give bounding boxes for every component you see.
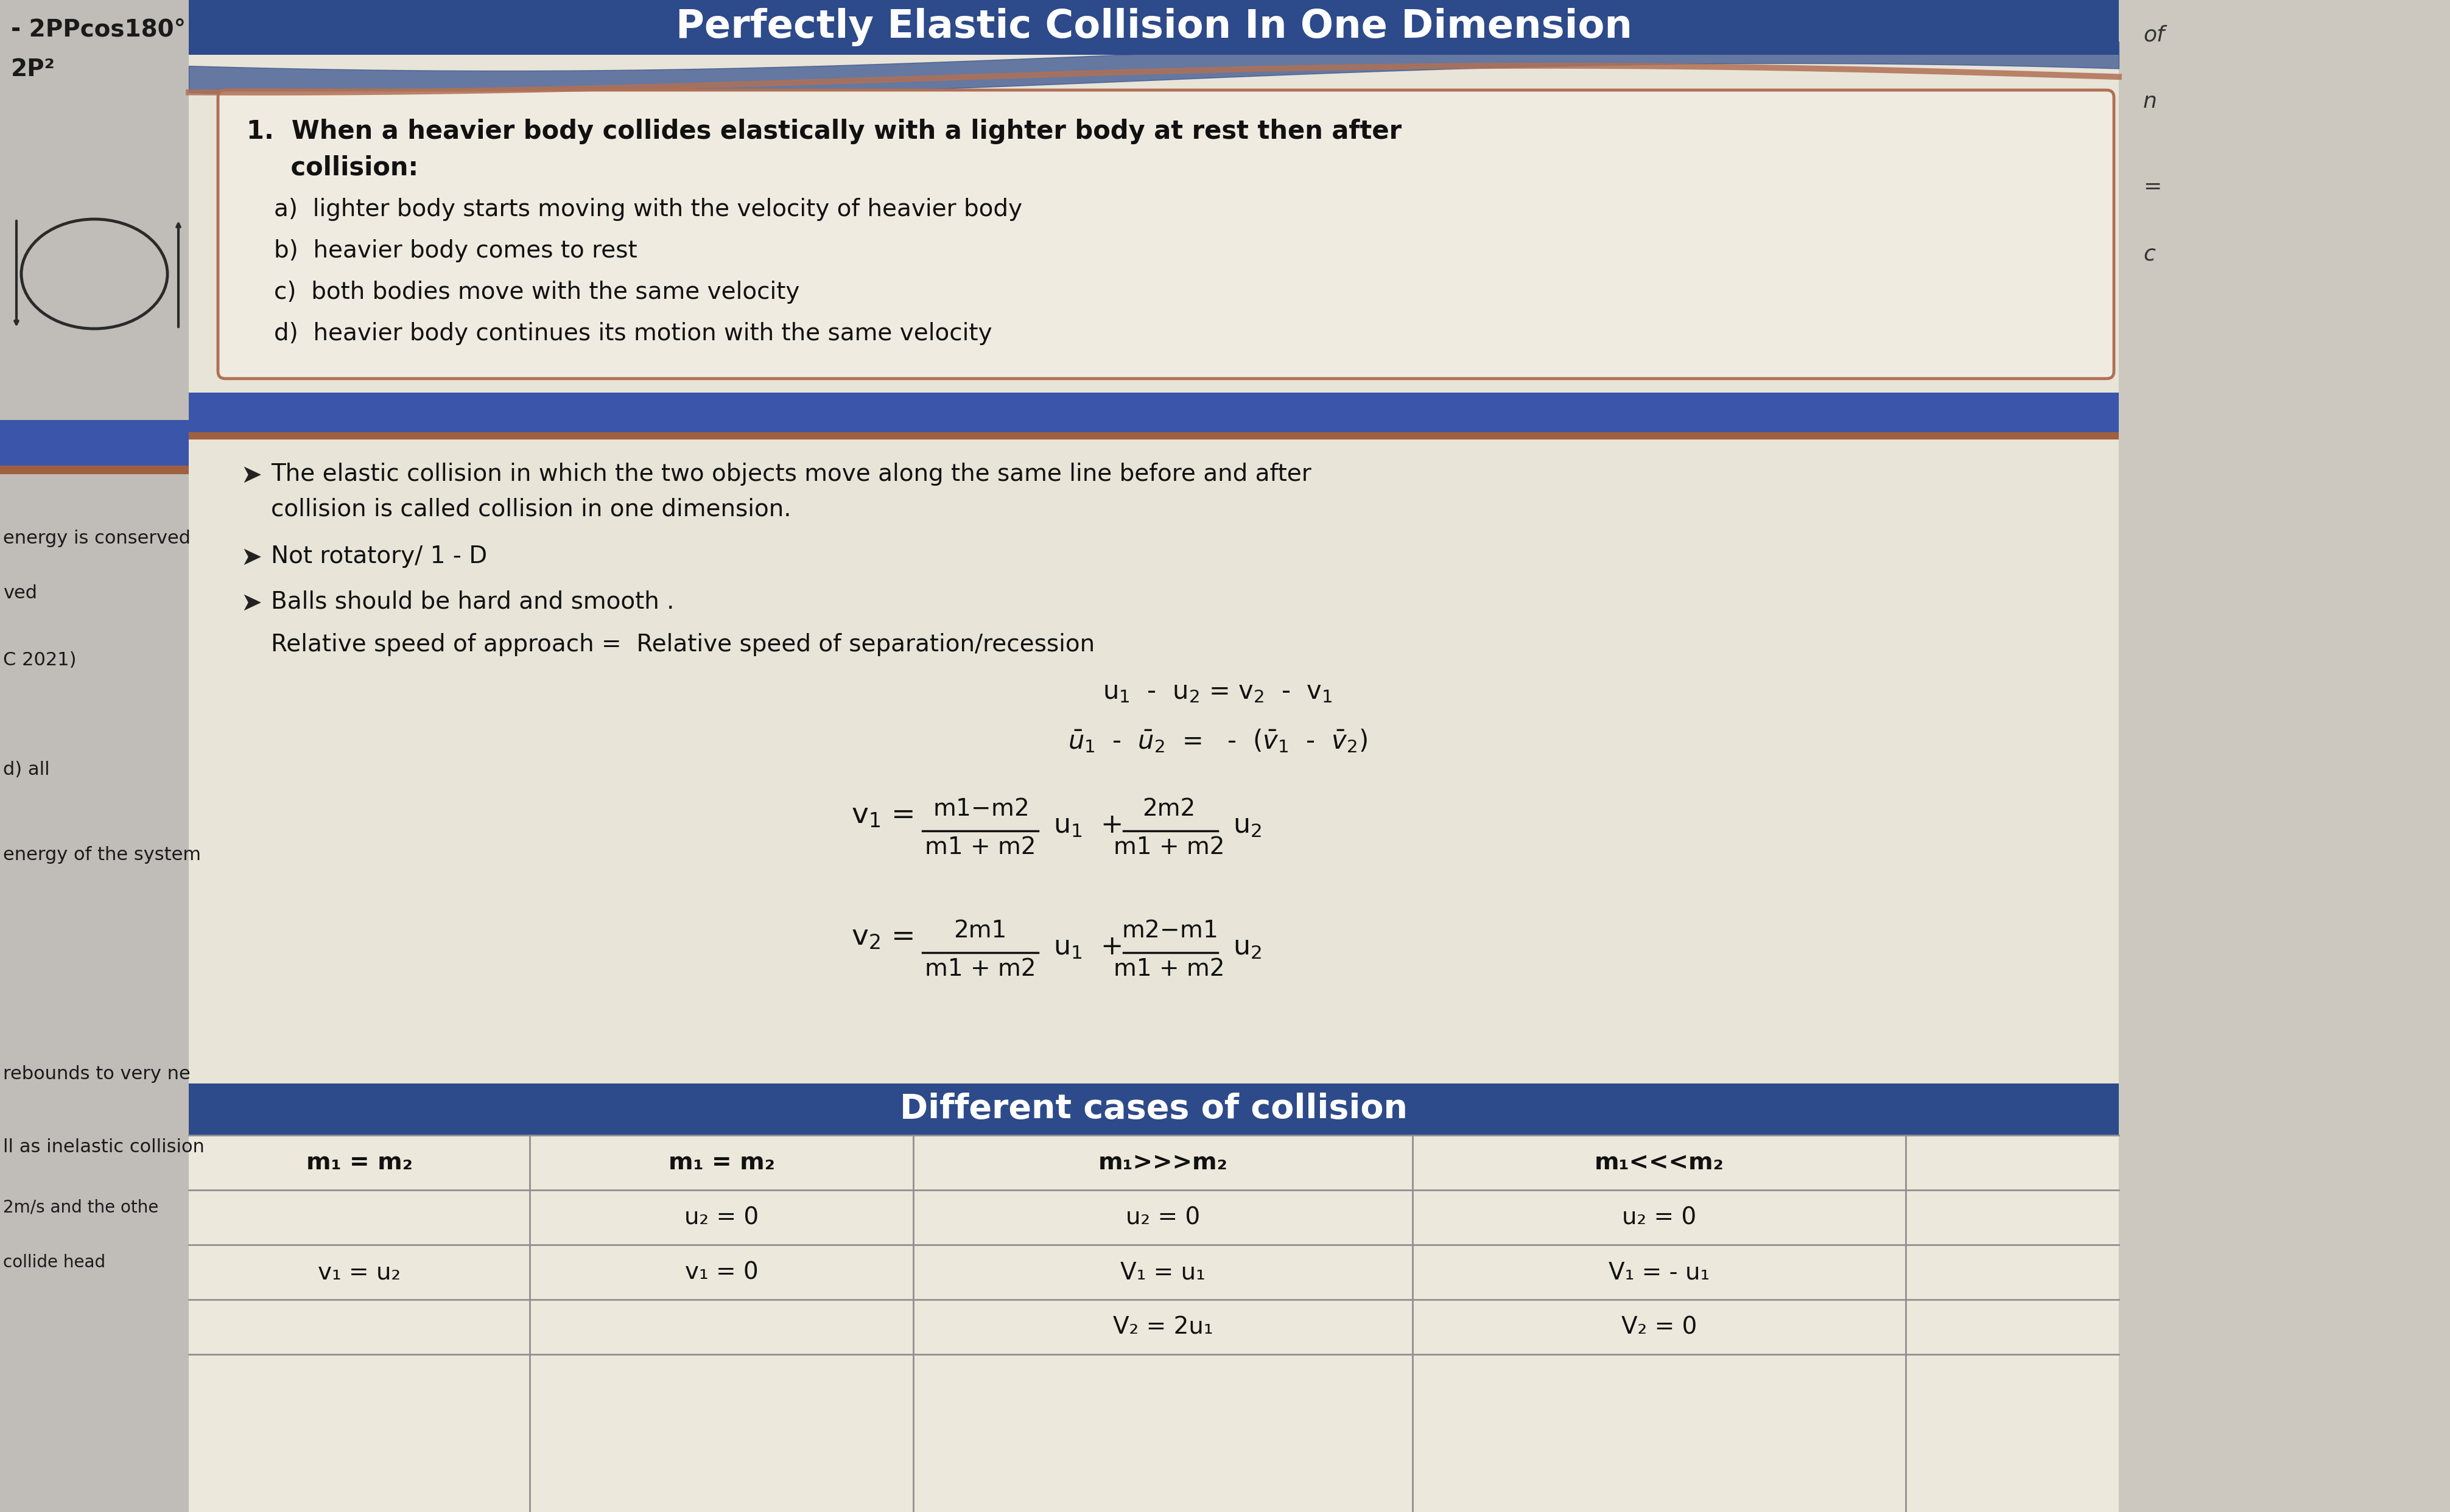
Text: $\bar{u}_1$  -  $\bar{u}_2$  =   -  ($\bar{v}_1$  -  $\bar{v}_2$): $\bar{u}_1$ - $\bar{u}_2$ = - ($\bar{v}_… [1068,727,1367,754]
Text: u$_2$: u$_2$ [1232,934,1262,960]
Text: 1.  When a heavier body collides elastically with a lighter body at rest then af: 1. When a heavier body collides elastica… [247,119,1401,144]
Text: 2m1: 2m1 [953,919,1007,942]
Text: collision:: collision: [247,156,419,181]
Text: ➤: ➤ [240,544,262,570]
Text: 2P²: 2P² [10,57,56,82]
Text: m₁ = m₂: m₁ = m₂ [669,1151,774,1175]
Bar [189,432,2119,440]
Text: v₁ = u₂: v₁ = u₂ [318,1261,402,1284]
Text: - 2PPcos180°: - 2PPcos180° [10,18,186,41]
Bar [189,0,2119,54]
Text: Relative speed of approach =  Relative speed of separation/recession: Relative speed of approach = Relative sp… [272,634,1095,656]
Text: 2m/s and the othe: 2m/s and the othe [2,1199,159,1216]
Text: c: c [2144,243,2156,265]
Text: V₂ = 2u₁: V₂ = 2u₁ [1112,1315,1213,1338]
Text: of: of [2144,24,2163,45]
Text: Not rotatory/ 1 - D: Not rotatory/ 1 - D [272,544,488,569]
Text: energy is conserved: energy is conserved [2,529,191,547]
Text: ll as inelastic collision: ll as inelastic collision [2,1139,203,1155]
Text: ved: ved [2,584,37,602]
Text: u₂ = 0: u₂ = 0 [1622,1207,1695,1229]
Text: d) all: d) all [2,761,49,779]
Text: v₁ = 0: v₁ = 0 [684,1261,757,1284]
Text: c)  both bodies move with the same velocity: c) both bodies move with the same veloci… [274,281,799,304]
Text: Balls should be hard and smooth .: Balls should be hard and smooth . [272,590,674,614]
Text: V₁ = - u₁: V₁ = - u₁ [1610,1261,1710,1284]
Text: m₁>>>m₂: m₁>>>m₂ [1098,1151,1227,1175]
Text: u$_1$  -  u$_2$ = v$_2$  -  v$_1$: u$_1$ - u$_2$ = v$_2$ - v$_1$ [1102,679,1333,705]
Text: m1 + m2: m1 + m2 [1112,957,1225,981]
Text: u$_2$: u$_2$ [1232,812,1262,839]
Text: m₁<<<m₂: m₁<<<m₂ [1595,1151,1725,1175]
Text: =: = [2144,177,2161,197]
Text: n: n [2144,91,2156,112]
Bar [0,420,189,466]
Text: V₁ = u₁: V₁ = u₁ [1120,1261,1205,1284]
Text: d)  heavier body continues its motion with the same velocity: d) heavier body continues its motion wit… [274,322,992,345]
Text: u₂ = 0: u₂ = 0 [684,1207,760,1229]
Text: m1 + m2: m1 + m2 [924,957,1036,981]
Bar [2119,0,2450,1512]
Bar [189,1084,2119,1136]
Text: m1 + m2: m1 + m2 [924,836,1036,859]
Text: The elastic collision in which the two objects move along the same line before a: The elastic collision in which the two o… [272,463,1311,485]
Text: u$_1$  +: u$_1$ + [1054,812,1122,839]
Text: Different cases of collision: Different cases of collision [899,1093,1409,1125]
Text: ➤: ➤ [240,590,262,615]
Text: 2m2: 2m2 [1142,797,1196,821]
Text: collide head: collide head [2,1253,105,1272]
Text: u$_1$  +: u$_1$ + [1054,934,1122,960]
Text: m2$-$m1: m2$-$m1 [1122,919,1218,942]
Text: m1 + m2: m1 + m2 [1112,836,1225,859]
FancyBboxPatch shape [218,91,2114,378]
Text: C 2021): C 2021) [2,652,76,668]
Text: V₂ = 0: V₂ = 0 [1622,1315,1698,1338]
Text: u₂ = 0: u₂ = 0 [1125,1207,1200,1229]
Text: a)  lighter body starts moving with the velocity of heavier body: a) lighter body starts moving with the v… [274,198,1022,221]
Bar [189,1136,2119,1512]
Text: v$_2$ =: v$_2$ = [850,924,914,951]
Text: collision is called collision in one dimension.: collision is called collision in one dim… [272,497,791,522]
Bar [0,466,189,475]
Bar [189,393,2119,432]
Bar [189,0,2119,1512]
Text: m₁ = m₂: m₁ = m₂ [306,1151,412,1175]
Bar [0,0,189,1512]
Text: ➤: ➤ [240,463,262,488]
Text: Perfectly Elastic Collision In One Dimension: Perfectly Elastic Collision In One Dimen… [676,8,1632,47]
Text: b)  heavier body comes to rest: b) heavier body comes to rest [274,239,637,263]
Text: rebounds to very ne: rebounds to very ne [2,1066,191,1083]
Text: energy of the system: energy of the system [2,847,201,863]
Text: v$_1$ =: v$_1$ = [850,801,914,830]
Text: m1$-$m2: m1$-$m2 [933,797,1027,821]
